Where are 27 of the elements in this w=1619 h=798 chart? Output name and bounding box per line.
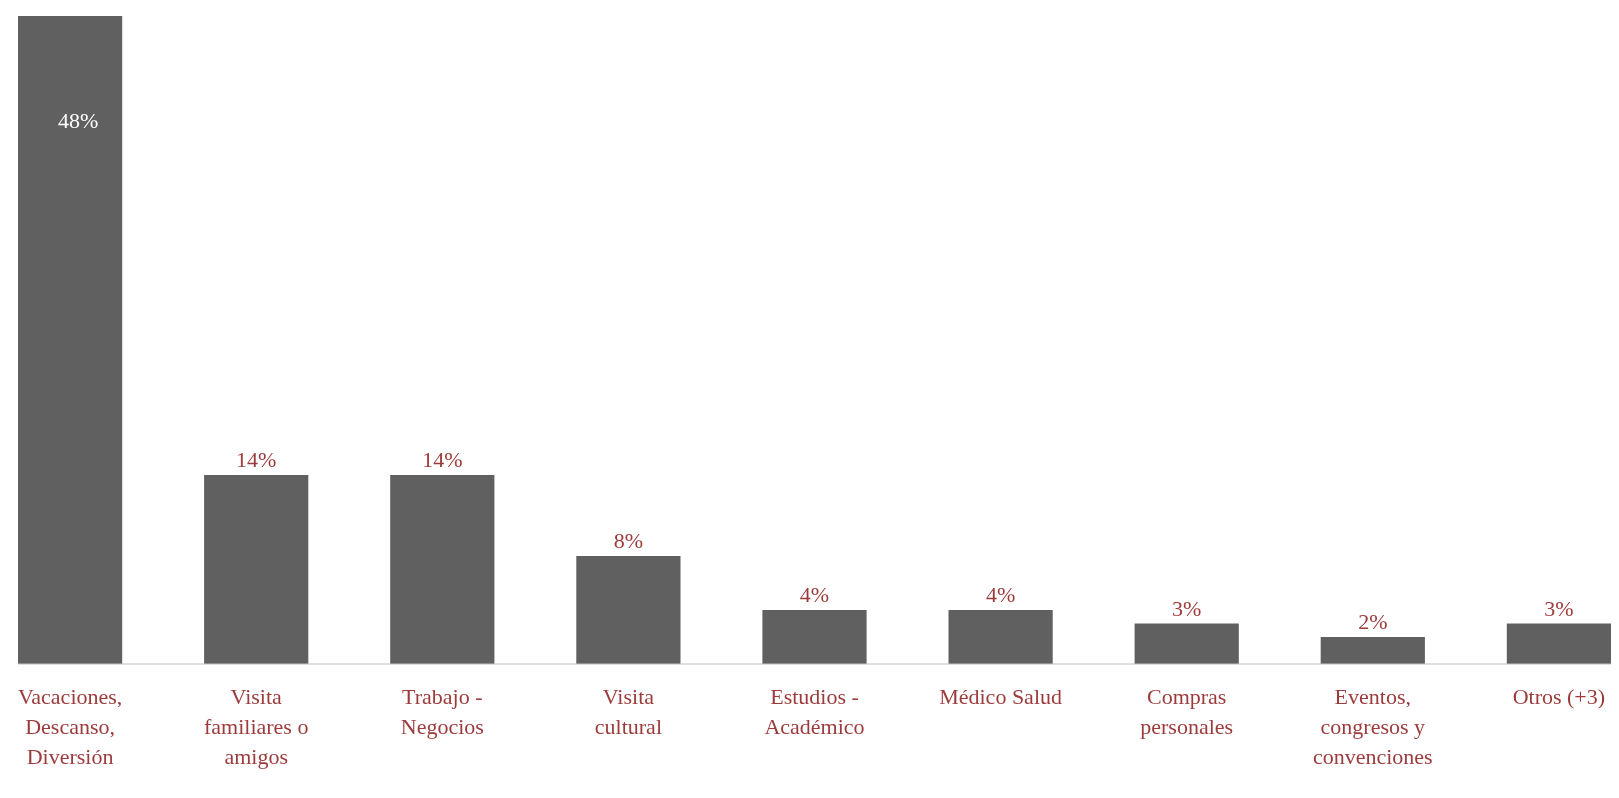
data-label: 3% bbox=[1544, 595, 1574, 621]
x-tick-label: Otros (+3) bbox=[1512, 684, 1606, 709]
data-label: 8% bbox=[613, 528, 644, 553]
bar bbox=[18, 16, 123, 664]
data-label: 14% bbox=[422, 447, 463, 472]
bar bbox=[390, 475, 495, 664]
bar bbox=[1320, 637, 1425, 664]
bar bbox=[762, 610, 867, 664]
bar bbox=[1506, 623, 1611, 664]
x-tick-label: Vacaciones, Descanso, Diversión bbox=[17, 684, 123, 769]
x-tick-label: Estudios - Académico bbox=[764, 684, 865, 739]
x-tick-label: Visita cultural bbox=[594, 684, 662, 739]
bar bbox=[1134, 623, 1239, 664]
bar bbox=[204, 475, 309, 664]
data-label: 4% bbox=[799, 582, 830, 607]
x-tick-label: Eventos, congresos y convenciones bbox=[1312, 684, 1433, 769]
x-tick-label: Visita familiares o amigos bbox=[203, 684, 309, 769]
x-tick-label: Médico Salud bbox=[939, 684, 1063, 709]
x-tick-label: Compras personales bbox=[1140, 684, 1234, 739]
data-label: 14% bbox=[236, 447, 277, 472]
x-tick-label: Trabajo - Negocios bbox=[400, 684, 484, 739]
data-label: 3% bbox=[1172, 595, 1202, 621]
data-label: 4% bbox=[985, 582, 1016, 607]
data-label: 48% bbox=[58, 108, 99, 133]
bar bbox=[576, 556, 681, 664]
bar bbox=[948, 610, 1053, 664]
data-label: 2% bbox=[1358, 609, 1388, 634]
